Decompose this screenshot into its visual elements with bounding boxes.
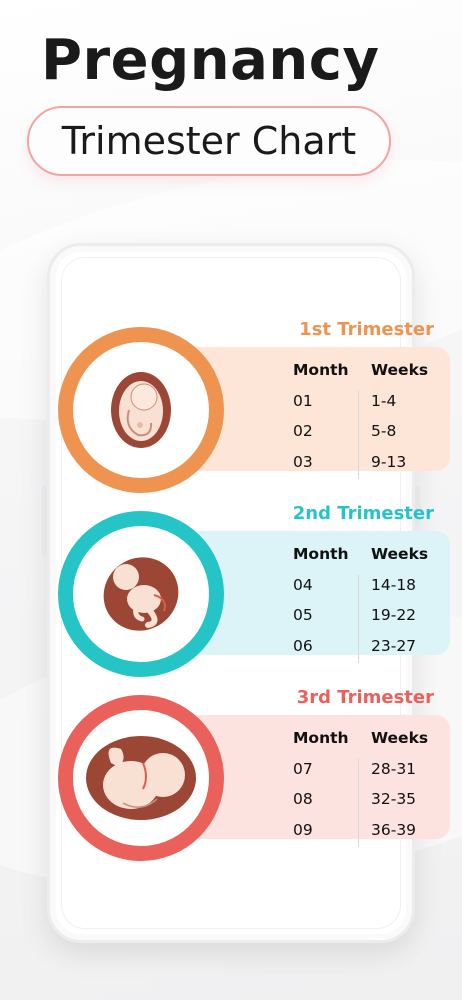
weeks-cell: 36-39	[371, 820, 417, 839]
month-cell: 02	[293, 422, 313, 440]
table-row: 05 19-22	[293, 600, 443, 631]
weeks-cell: 9-13	[371, 452, 407, 471]
table-row: 08 32-35	[293, 784, 443, 815]
phone-side-button	[42, 486, 47, 556]
weeks-header: Weeks	[371, 729, 429, 747]
month-cell: 06	[293, 636, 313, 655]
trimester-section-3: 3rd Trimester Month Weeks	[50, 687, 450, 861]
month-cell: 03	[293, 452, 313, 471]
trimester-section-1: 1st Trimester Month Weeks 01	[50, 319, 450, 493]
month-header: Month	[293, 545, 349, 563]
trimester-ring	[58, 327, 224, 493]
table-row: 01 1-4	[293, 386, 443, 417]
table-header: Month Weeks	[293, 539, 443, 570]
weeks-cell: 14-18	[371, 575, 417, 594]
trimester-table: Month Weeks 01 1-4 02 5-8 03 9-13	[293, 355, 443, 479]
subtitle-pill: Trimester Chart	[27, 106, 391, 176]
table-row: 03 9-13	[293, 447, 443, 478]
weeks-header: Weeks	[371, 361, 429, 379]
phone-screen: 1st Trimester Month Weeks 01	[58, 257, 450, 929]
table-row: 04 14-18	[293, 570, 443, 601]
table-row: 09 36-39	[293, 815, 443, 846]
weeks-cell: 23-27	[371, 636, 417, 655]
month-header: Month	[293, 729, 349, 747]
month-cell: 05	[293, 606, 313, 624]
table-header: Month Weeks	[293, 355, 443, 386]
weeks-header: Weeks	[371, 545, 429, 563]
fetus-mid-icon	[103, 557, 179, 631]
weeks-cell: 5-8	[371, 422, 397, 440]
trimester-table: Month Weeks 04 14-18 05 19-22 06 23-27	[293, 539, 443, 663]
page-subtitle: Trimester Chart	[61, 119, 357, 163]
trimester-ring	[58, 511, 224, 677]
weeks-cell: 32-35	[371, 790, 417, 808]
trimester-table: Month Weeks 07 28-31 08 32-35 09 36-39	[293, 723, 443, 847]
month-cell: 01	[293, 391, 313, 410]
table-row: 07 28-31	[293, 754, 443, 785]
month-cell: 09	[293, 820, 313, 839]
phone-side-button	[415, 486, 420, 524]
trimester-label: 3rd Trimester	[296, 687, 434, 708]
table-row: 02 5-8	[293, 416, 443, 447]
month-cell: 04	[293, 575, 313, 594]
month-header: Month	[293, 361, 349, 379]
fetus-late-icon	[86, 736, 196, 820]
phone-frame: 1st Trimester Month Weeks 01	[42, 243, 450, 943]
trimester-section-2: 2nd Trimester Month Weeks	[50, 503, 450, 677]
weeks-cell: 1-4	[371, 391, 397, 410]
month-cell: 08	[293, 790, 313, 808]
table-header: Month Weeks	[293, 723, 443, 754]
trimester-label: 1st Trimester	[299, 319, 434, 340]
trimester-ring	[58, 695, 224, 861]
table-row: 06 23-27	[293, 631, 443, 662]
weeks-cell: 28-31	[371, 759, 417, 778]
page-title: Pregnancy	[41, 28, 380, 93]
trimester-label: 2nd Trimester	[292, 503, 434, 524]
month-cell: 07	[293, 759, 313, 778]
weeks-cell: 19-22	[371, 606, 417, 624]
fetus-early-icon	[111, 372, 171, 448]
